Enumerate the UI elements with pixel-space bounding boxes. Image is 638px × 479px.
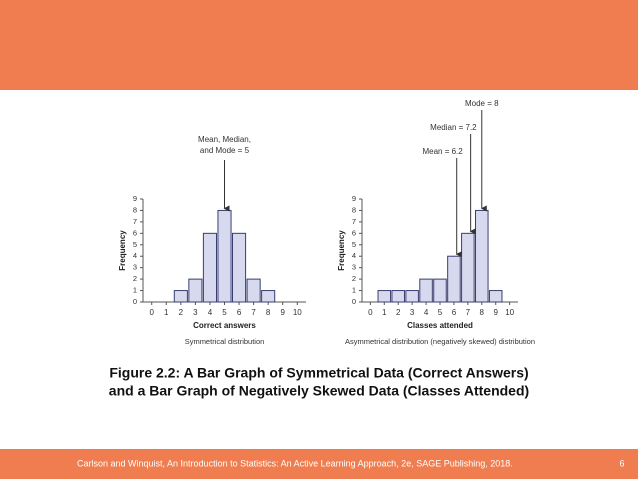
y-axis-title: Frequency [118, 230, 127, 271]
y-tick-label: 7 [133, 217, 137, 226]
bar [461, 232, 475, 303]
x-tick-label: 5 [438, 308, 443, 317]
bar [405, 290, 419, 303]
annotation: and Mode = 5 [200, 146, 250, 155]
x-tick-label: 10 [293, 308, 302, 317]
x-tick-label: 9 [280, 308, 285, 317]
x-tick-label: 2 [179, 308, 184, 317]
y-tick-label: 8 [133, 205, 137, 214]
y-tick-label: 6 [352, 228, 356, 237]
bar [377, 290, 392, 303]
y-tick-label: 5 [352, 240, 356, 249]
bar [419, 278, 433, 303]
y-tick-label: 7 [352, 217, 356, 226]
y-tick-label: 2 [352, 274, 356, 283]
x-tick-label: 6 [452, 308, 457, 317]
x-tick-label: 7 [466, 308, 471, 317]
y-tick-label: 2 [133, 274, 137, 283]
y-tick-label: 4 [352, 251, 356, 260]
bar [488, 290, 503, 303]
annotation: Mean, Median, [198, 135, 251, 144]
y-tick-label: 9 [352, 194, 356, 203]
bar [217, 209, 232, 303]
y-tick-label: 1 [133, 286, 137, 295]
bar [246, 278, 261, 303]
header-band [0, 0, 638, 90]
x-tick-label: 3 [410, 308, 415, 317]
y-tick-label: 4 [133, 251, 137, 260]
bar [173, 290, 188, 303]
y-tick-label: 9 [133, 194, 137, 203]
y-tick-label: 3 [133, 263, 137, 272]
y-tick-label: 8 [352, 205, 356, 214]
y-tick-label: 1 [352, 286, 356, 295]
bar [447, 255, 461, 303]
x-tick-label: 1 [164, 308, 169, 317]
x-tick-label: 7 [251, 308, 256, 317]
caption-line: Figure 2.2: A Bar Graph of Symmetrical D… [109, 365, 528, 381]
x-tick-label: 4 [208, 308, 213, 317]
bar [188, 278, 203, 303]
x-tick-label: 10 [505, 308, 514, 317]
y-tick-label: 5 [133, 240, 137, 249]
y-tick-label: 6 [133, 228, 137, 237]
footer-band [0, 449, 638, 479]
x-tick-label: 8 [480, 308, 485, 317]
footer-text: Carlson and Winquist, An Introduction to… [77, 458, 513, 468]
y-tick-label: 0 [133, 297, 137, 306]
chart-subtitle: Symmetrical distribution [185, 337, 265, 346]
x-tick-label: 0 [150, 308, 155, 317]
x-tick-label: 2 [396, 308, 401, 317]
bar [232, 232, 247, 303]
annotation: Median = 7.2 [430, 123, 477, 132]
bar [261, 290, 276, 303]
annotation: Mode = 8 [465, 99, 499, 108]
x-axis-title: Classes attended [407, 321, 473, 330]
x-tick-label: 8 [266, 308, 271, 317]
x-tick-label: 6 [237, 308, 242, 317]
x-tick-label: 9 [493, 308, 498, 317]
x-tick-label: 5 [222, 308, 227, 317]
bar [433, 278, 447, 303]
x-tick-label: 3 [193, 308, 198, 317]
y-axis-title: Frequency [337, 230, 346, 271]
page-number: 6 [619, 458, 624, 468]
annotation: Mean = 6.2 [422, 147, 463, 156]
x-axis-title: Correct answers [193, 321, 256, 330]
chart-subtitle: Asymmetrical distribution (negatively sk… [345, 337, 535, 346]
x-tick-label: 0 [368, 308, 373, 317]
y-tick-label: 3 [352, 263, 356, 272]
bar [202, 232, 217, 303]
x-tick-label: 1 [382, 308, 387, 317]
y-tick-label: 0 [352, 297, 356, 306]
bar [391, 290, 405, 303]
bar [475, 209, 489, 303]
caption-line: and a Bar Graph of Negatively Skewed Dat… [109, 383, 529, 399]
x-tick-label: 4 [424, 308, 429, 317]
